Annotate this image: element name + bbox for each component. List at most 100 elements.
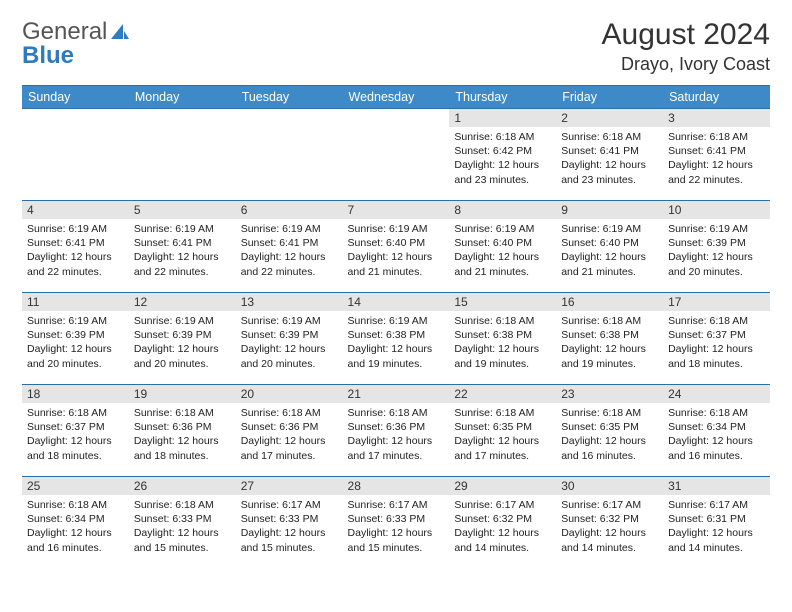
location-label: Drayo, Ivory Coast [602, 54, 770, 75]
sunset-line: Sunset: 6:40 PM [348, 236, 445, 250]
day-details: Sunrise: 6:19 AMSunset: 6:39 PMDaylight:… [22, 311, 129, 374]
day-number: 11 [22, 293, 129, 311]
sunrise-line: Sunrise: 6:19 AM [134, 222, 231, 236]
day-number: 20 [236, 385, 343, 403]
daylight-line: Daylight: 12 hours and 18 minutes. [134, 434, 231, 462]
weekday-header: Sunday [22, 86, 129, 109]
calendar-cell: 13Sunrise: 6:19 AMSunset: 6:39 PMDayligh… [236, 293, 343, 385]
day-number: 31 [663, 477, 770, 495]
brand-logo-line2: Blue [22, 42, 74, 70]
day-number: 21 [343, 385, 450, 403]
sunset-line: Sunset: 6:41 PM [241, 236, 338, 250]
day-number: 26 [129, 477, 236, 495]
calendar-cell: 10Sunrise: 6:19 AMSunset: 6:39 PMDayligh… [663, 201, 770, 293]
sunset-line: Sunset: 6:34 PM [27, 512, 124, 526]
calendar-cell: 3Sunrise: 6:18 AMSunset: 6:41 PMDaylight… [663, 109, 770, 201]
daylight-line: Daylight: 12 hours and 14 minutes. [561, 526, 658, 554]
sunrise-line: Sunrise: 6:19 AM [348, 222, 445, 236]
sunrise-line: Sunrise: 6:18 AM [241, 406, 338, 420]
day-details: Sunrise: 6:18 AMSunset: 6:42 PMDaylight:… [449, 127, 556, 190]
day-details: Sunrise: 6:18 AMSunset: 6:36 PMDaylight:… [236, 403, 343, 466]
day-details: Sunrise: 6:18 AMSunset: 6:36 PMDaylight:… [129, 403, 236, 466]
day-number: 25 [22, 477, 129, 495]
sunrise-line: Sunrise: 6:18 AM [134, 498, 231, 512]
calendar-cell: 4Sunrise: 6:19 AMSunset: 6:41 PMDaylight… [22, 201, 129, 293]
sunset-line: Sunset: 6:40 PM [561, 236, 658, 250]
day-details: Sunrise: 6:19 AMSunset: 6:41 PMDaylight:… [22, 219, 129, 282]
sunset-line: Sunset: 6:36 PM [348, 420, 445, 434]
calendar-cell: 23Sunrise: 6:18 AMSunset: 6:35 PMDayligh… [556, 385, 663, 477]
day-number: 10 [663, 201, 770, 219]
calendar-header-row: SundayMondayTuesdayWednesdayThursdayFrid… [22, 86, 770, 109]
sunrise-line: Sunrise: 6:17 AM [668, 498, 765, 512]
day-details: Sunrise: 6:17 AMSunset: 6:31 PMDaylight:… [663, 495, 770, 558]
sunrise-line: Sunrise: 6:19 AM [668, 222, 765, 236]
sunset-line: Sunset: 6:35 PM [561, 420, 658, 434]
page-header: General August 2024 Drayo, Ivory Coast [22, 18, 770, 75]
calendar-cell: 25Sunrise: 6:18 AMSunset: 6:34 PMDayligh… [22, 477, 129, 569]
day-number: 13 [236, 293, 343, 311]
calendar-cell: 28Sunrise: 6:17 AMSunset: 6:33 PMDayligh… [343, 477, 450, 569]
daylight-line: Daylight: 12 hours and 17 minutes. [348, 434, 445, 462]
sunset-line: Sunset: 6:38 PM [348, 328, 445, 342]
daylight-line: Daylight: 12 hours and 22 minutes. [134, 250, 231, 278]
sunset-line: Sunset: 6:33 PM [241, 512, 338, 526]
day-number: 28 [343, 477, 450, 495]
day-number: 4 [22, 201, 129, 219]
day-details: Sunrise: 6:18 AMSunset: 6:34 PMDaylight:… [22, 495, 129, 558]
day-number: 5 [129, 201, 236, 219]
day-details: Sunrise: 6:18 AMSunset: 6:37 PMDaylight:… [22, 403, 129, 466]
day-details: Sunrise: 6:19 AMSunset: 6:39 PMDaylight:… [663, 219, 770, 282]
daylight-line: Daylight: 12 hours and 16 minutes. [27, 526, 124, 554]
daylight-line: Daylight: 12 hours and 16 minutes. [668, 434, 765, 462]
sunrise-line: Sunrise: 6:18 AM [668, 406, 765, 420]
day-details: Sunrise: 6:18 AMSunset: 6:36 PMDaylight:… [343, 403, 450, 466]
calendar-cell: 19Sunrise: 6:18 AMSunset: 6:36 PMDayligh… [129, 385, 236, 477]
sunrise-line: Sunrise: 6:19 AM [241, 222, 338, 236]
day-number: 14 [343, 293, 450, 311]
daylight-line: Daylight: 12 hours and 22 minutes. [668, 158, 765, 186]
calendar-cell [343, 109, 450, 201]
daylight-line: Daylight: 12 hours and 23 minutes. [454, 158, 551, 186]
day-details: Sunrise: 6:18 AMSunset: 6:35 PMDaylight:… [449, 403, 556, 466]
day-number: 2 [556, 109, 663, 127]
sunset-line: Sunset: 6:36 PM [241, 420, 338, 434]
day-details: Sunrise: 6:19 AMSunset: 6:41 PMDaylight:… [129, 219, 236, 282]
sunrise-line: Sunrise: 6:19 AM [241, 314, 338, 328]
sunrise-line: Sunrise: 6:18 AM [668, 130, 765, 144]
sunrise-line: Sunrise: 6:19 AM [348, 314, 445, 328]
sunset-line: Sunset: 6:33 PM [348, 512, 445, 526]
sunrise-line: Sunrise: 6:19 AM [561, 222, 658, 236]
sunset-line: Sunset: 6:33 PM [134, 512, 231, 526]
day-number: 15 [449, 293, 556, 311]
sunset-line: Sunset: 6:37 PM [27, 420, 124, 434]
title-block: August 2024 Drayo, Ivory Coast [602, 18, 770, 75]
calendar-cell: 11Sunrise: 6:19 AMSunset: 6:39 PMDayligh… [22, 293, 129, 385]
calendar-cell: 20Sunrise: 6:18 AMSunset: 6:36 PMDayligh… [236, 385, 343, 477]
sunrise-line: Sunrise: 6:18 AM [27, 406, 124, 420]
day-details: Sunrise: 6:19 AMSunset: 6:40 PMDaylight:… [343, 219, 450, 282]
day-number: 24 [663, 385, 770, 403]
sunrise-line: Sunrise: 6:17 AM [454, 498, 551, 512]
calendar-cell: 29Sunrise: 6:17 AMSunset: 6:32 PMDayligh… [449, 477, 556, 569]
brand-part2: Blue [22, 42, 74, 70]
calendar-cell [236, 109, 343, 201]
sunset-line: Sunset: 6:39 PM [27, 328, 124, 342]
calendar-cell: 14Sunrise: 6:19 AMSunset: 6:38 PMDayligh… [343, 293, 450, 385]
sunrise-line: Sunrise: 6:19 AM [27, 314, 124, 328]
sunset-line: Sunset: 6:32 PM [561, 512, 658, 526]
day-details: Sunrise: 6:18 AMSunset: 6:41 PMDaylight:… [663, 127, 770, 190]
sunset-line: Sunset: 6:37 PM [668, 328, 765, 342]
day-details: Sunrise: 6:18 AMSunset: 6:41 PMDaylight:… [556, 127, 663, 190]
sunset-line: Sunset: 6:39 PM [134, 328, 231, 342]
weekday-header: Wednesday [343, 86, 450, 109]
sunset-line: Sunset: 6:39 PM [241, 328, 338, 342]
day-details: Sunrise: 6:18 AMSunset: 6:33 PMDaylight:… [129, 495, 236, 558]
sunrise-line: Sunrise: 6:17 AM [561, 498, 658, 512]
daylight-line: Daylight: 12 hours and 14 minutes. [668, 526, 765, 554]
day-number: 12 [129, 293, 236, 311]
daylight-line: Daylight: 12 hours and 17 minutes. [454, 434, 551, 462]
daylight-line: Daylight: 12 hours and 21 minutes. [561, 250, 658, 278]
calendar-cell: 24Sunrise: 6:18 AMSunset: 6:34 PMDayligh… [663, 385, 770, 477]
calendar-cell [22, 109, 129, 201]
